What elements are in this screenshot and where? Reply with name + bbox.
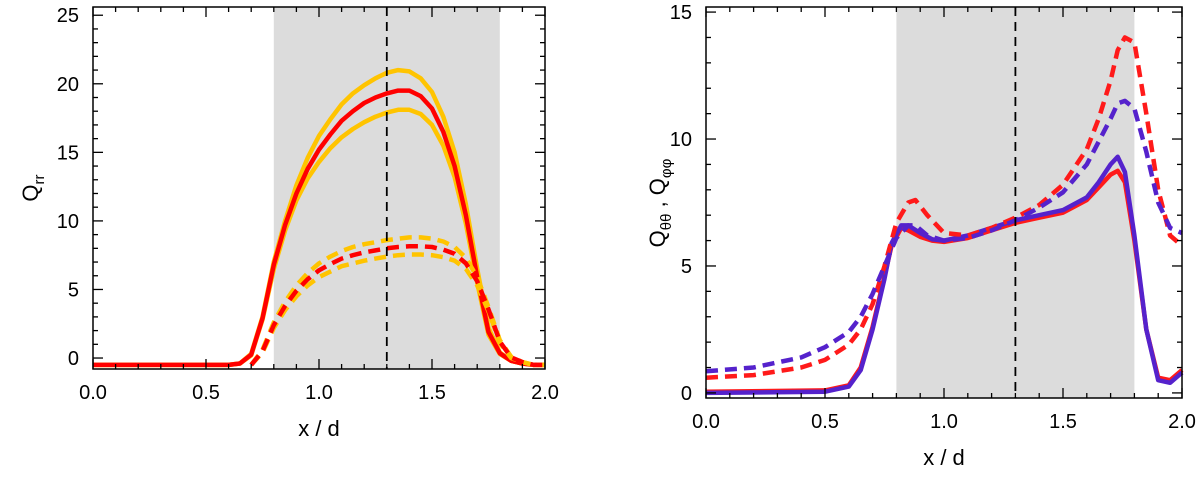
y-tick-label: 5 [681, 256, 692, 278]
y-tick-label: 0 [681, 383, 692, 405]
x-tick-label: 1.5 [1049, 411, 1077, 433]
y-axis-label-text: Q [645, 230, 670, 247]
y-tick-label: 20 [57, 74, 79, 96]
chart-qrr: 0.0 0.5 1.0 1.5 2.0 0 5 10 15 20 25 x / d Qrr [18, 5, 559, 441]
x-tick-label: 2.0 [1168, 411, 1196, 433]
y-tick-label: 15 [57, 142, 79, 164]
y-tick-label: 25 [57, 5, 79, 27]
series-line-2 [93, 88, 545, 368]
x-axis-label: x / d [923, 445, 965, 470]
x-tick-label: 0.5 [192, 382, 220, 404]
y-tick-label: 5 [68, 279, 79, 301]
series-line-3 [705, 98, 1183, 374]
x-tick-label: 1.0 [930, 411, 958, 433]
y-tick-label: 0 [68, 348, 79, 370]
y-axis-label-subscript: φφ [658, 158, 675, 178]
x-tick-label: 0.0 [692, 411, 720, 433]
series-line-5 [249, 244, 545, 368]
chart-qthetatheta-qphiphi: 0.0 0.5 1.0 1.5 2.0 0 5 10 15 x / d Qθθ , Qφφ [645, 2, 1196, 470]
x-tick-label: 0.0 [79, 382, 107, 404]
y-axis-label: Qrr [18, 174, 48, 201]
y-tick-label: 10 [57, 211, 79, 233]
series-line-4 [249, 252, 545, 368]
y-axis-label-subscript: rr [31, 174, 48, 184]
y-axis-label-text: , Q [645, 178, 670, 213]
series-line-3 [249, 235, 545, 368]
y-axis-label-subscript: θθ [658, 214, 675, 231]
y-tick-label: 10 [670, 129, 692, 151]
x-tick-label: 0.5 [811, 411, 839, 433]
x-tick-label: 1.5 [418, 382, 446, 404]
series-line-2 [705, 35, 1184, 380]
x-tick-label: 2.0 [531, 382, 559, 404]
y-tick-label: 15 [670, 2, 692, 24]
y-axis-label-text: Q [18, 184, 43, 201]
y-axis-label: Qθθ , Qφφ [645, 158, 675, 247]
x-tick-label: 1.0 [305, 382, 333, 404]
x-axis-label: x / d [298, 416, 340, 441]
